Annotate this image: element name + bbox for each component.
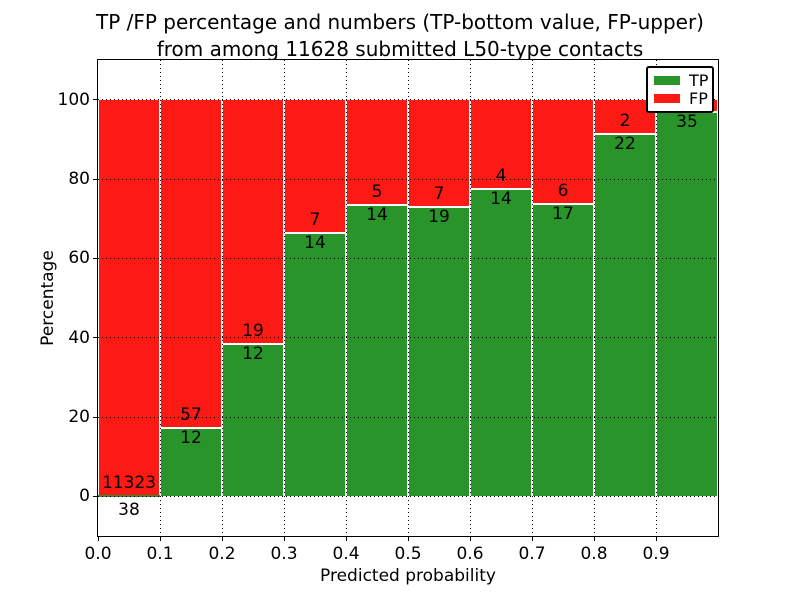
bar-tp-segment (98, 495, 160, 497)
bar-fp-segment (98, 99, 160, 495)
vertical-gridline (469, 60, 471, 536)
bar-tp-count-label: 19 (428, 207, 450, 228)
bar-fp-count-label: 5 (371, 182, 383, 203)
plot-area: TP FP 11323 38 57 12 19 12 7 14 5 14 7 19 4 14 6 17 2 22 3… (58, 59, 719, 563)
y-tick-mark (93, 99, 97, 101)
y-tick-label: 60 (68, 248, 90, 269)
y-tick-label: 80 (68, 169, 90, 189)
y-tick-label: 40 (68, 327, 90, 348)
bar-fp-segment (532, 99, 594, 204)
vertical-gridline (593, 60, 595, 536)
bar-tp-count-label: 35 (676, 111, 698, 132)
vertical-gridline (283, 60, 285, 536)
bar-fp-count-label: 4 (495, 165, 507, 186)
bar-tp-segment (160, 427, 222, 497)
vertical-gridline (407, 60, 409, 536)
vertical-gridline (345, 60, 347, 536)
horizontal-gridline (98, 416, 718, 418)
y-tick-label: 20 (68, 407, 90, 427)
x-tick-mark (594, 537, 595, 541)
x-tick-label: 0.2 (208, 544, 236, 564)
bar-tp-count-label: 17 (552, 204, 574, 225)
x-tick-label: 0.6 (456, 544, 484, 564)
x-tick-label: 0.7 (518, 544, 546, 564)
x-tick-mark (222, 537, 223, 541)
legend: TP FP (646, 66, 714, 113)
bar-tp-segment (656, 110, 718, 497)
legend-label-tp: TP (689, 70, 709, 90)
bar-tp-segment (346, 204, 408, 497)
bar-tp-count-label: 12 (180, 428, 202, 449)
horizontal-gridline (98, 257, 718, 259)
x-axis-label: Predicted probability (320, 566, 496, 586)
horizontal-gridline (98, 99, 718, 101)
bar-fp-count-label: 19 (242, 320, 264, 341)
bar-tp-segment (222, 342, 284, 497)
bar-tp-count-label: 14 (304, 232, 326, 253)
x-tick-label: 0.5 (394, 544, 422, 564)
x-tick-mark (408, 537, 409, 541)
bar-fp-segment (160, 99, 222, 428)
x-tick-label: 0.3 (270, 544, 298, 564)
y-tick-mark (93, 178, 97, 180)
x-tick-mark (98, 537, 99, 541)
y-tick-mark (93, 337, 97, 339)
chart-title-line2: from among 11628 submitted L50-type cont… (156, 37, 644, 61)
chart-title-line1: TP /FP percentage and numbers (TP-bottom… (96, 10, 704, 34)
x-tick-mark (346, 537, 347, 541)
bar-tp-segment (284, 231, 346, 497)
vertical-gridline (159, 60, 161, 536)
bar-fp-segment (222, 99, 284, 343)
bar-fp-segment (408, 99, 470, 207)
bar-fp-count-label: 11323 (101, 473, 157, 494)
vertical-gridline (221, 60, 223, 536)
x-tick-label: 0.1 (146, 544, 174, 564)
bar-tp-count-label: 38 (118, 500, 140, 521)
y-tick-mark (93, 495, 97, 497)
bar-tp-count-label: 14 (490, 188, 512, 209)
y-axis-label: Percentage (38, 250, 58, 346)
x-tick-mark (656, 537, 657, 541)
x-tick-label: 0.4 (332, 544, 360, 564)
horizontal-gridline (98, 337, 718, 339)
x-tick-mark (532, 537, 533, 541)
bar-fp-count-label: 7 (309, 209, 321, 230)
bar-fp-segment (284, 99, 346, 232)
y-tick-label: 0 (79, 486, 90, 507)
x-tick-mark (284, 537, 285, 541)
bar-tp-segment (532, 203, 594, 497)
bar-tp-count-label: 14 (366, 205, 388, 226)
x-tick-label: 0.0 (84, 544, 112, 564)
x-tick-label: 0.9 (642, 544, 670, 564)
legend-item-fp: FP (654, 89, 708, 109)
bar-fp-count-label: 2 (619, 110, 631, 131)
bar-tp-segment (594, 132, 656, 497)
horizontal-gridline (98, 495, 718, 497)
x-tick-mark (160, 537, 161, 541)
y-tick-mark (93, 257, 97, 259)
bar-tp-count-label: 12 (242, 343, 264, 364)
bar-tp-segment (470, 187, 532, 497)
legend-swatch-tp-icon (654, 75, 680, 85)
plot-inner: TP FP 11323 38 57 12 19 12 7 14 5 14 7 19 4 14 6 17 2 22 3… (58, 60, 718, 563)
bar-tp-segment (408, 206, 470, 497)
bar-fp-count-label: 57 (180, 405, 202, 426)
x-tick-label: 0.8 (580, 544, 608, 564)
legend-item-tp: TP (654, 70, 709, 90)
legend-swatch-fp-icon (654, 94, 680, 104)
y-tick-label: 100 (57, 89, 90, 110)
bar-fp-count-label: 6 (557, 181, 569, 202)
legend-label-fp: FP (689, 89, 708, 109)
vertical-gridline (531, 60, 533, 536)
horizontal-gridline (98, 178, 718, 180)
bar-fp-count-label: 7 (433, 184, 445, 205)
y-tick-mark (93, 416, 97, 418)
chart-title: TP /FP percentage and numbers (TP-bottom… (60, 9, 740, 63)
x-tick-mark (470, 537, 471, 541)
vertical-gridline (655, 60, 657, 536)
bar-tp-count-label: 22 (614, 133, 636, 154)
bar-fp-segment (346, 99, 408, 205)
